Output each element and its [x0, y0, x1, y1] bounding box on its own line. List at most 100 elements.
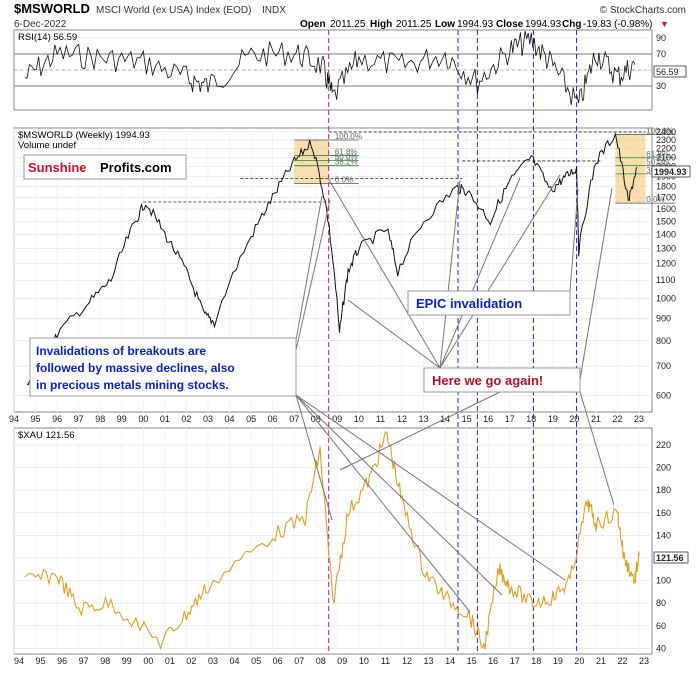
- x-tick-label: 97: [79, 656, 89, 666]
- x-tick-label: 97: [74, 414, 84, 424]
- callout-pointer-line: [579, 391, 615, 506]
- ohlc-close-label: Close: [496, 19, 524, 30]
- x-tick-label: 09: [332, 414, 342, 424]
- y-tick-label: 1300: [656, 243, 676, 253]
- x-tick-label: 98: [95, 414, 105, 424]
- x-tick-label: 99: [117, 414, 127, 424]
- rsi-last-value: 56.59: [656, 67, 679, 77]
- callout-pointer-line: [339, 391, 501, 471]
- callout-pointer-line: [295, 394, 566, 581]
- y-tick-label: 600: [656, 390, 671, 400]
- callout-pointer-line: [439, 179, 461, 369]
- y-tick-label: 2100: [656, 152, 676, 162]
- ohlc-low-label: Low: [435, 19, 455, 30]
- y-tick-label: 1600: [656, 204, 676, 214]
- here-again-box: [423, 367, 581, 393]
- x-tick-label: 23: [634, 414, 644, 424]
- ohlc-chg-label: Chg: [562, 19, 581, 30]
- fib-level-label: 61.8%: [335, 147, 358, 156]
- x-tick-label: 15: [467, 656, 477, 666]
- x-tick-label: 00: [138, 414, 148, 424]
- invalidations-box: [29, 337, 297, 397]
- x-tick-label: 98: [100, 656, 110, 666]
- x-tick-label: 04: [230, 656, 240, 666]
- x-tick-label: 94: [9, 414, 19, 424]
- x-tick-label: 15: [462, 414, 472, 424]
- chart-date: 6-Dec-2022: [14, 19, 67, 30]
- x-tick-label: 14: [445, 656, 455, 666]
- x-tick-label: 06: [268, 414, 278, 424]
- xau-panel-label: $XAU 121.56: [18, 430, 75, 441]
- y-tick-label: 160: [656, 508, 671, 518]
- callout-pointer-line: [569, 189, 579, 292]
- y-tick-label: 1000: [656, 293, 676, 303]
- invalidations-line-2: followed by massive declines, also: [36, 361, 235, 375]
- here-again-text: Here we go again!: [432, 373, 543, 388]
- brand-sunshine: Sunshine: [28, 160, 87, 175]
- y-tick-label: 100: [656, 576, 671, 586]
- x-tick-label: 02: [186, 656, 196, 666]
- fib-level-label: 100.0%: [335, 132, 362, 141]
- ohlc-open-label: Open: [300, 19, 326, 30]
- y-tick-label: 30: [656, 81, 666, 91]
- x-tick-label: 21: [596, 656, 606, 666]
- callout-pointer-line: [295, 394, 503, 596]
- x-tick-label: 17: [510, 656, 520, 666]
- x-tick-label: 12: [402, 656, 412, 666]
- y-tick-label: 2300: [656, 135, 676, 145]
- x-tick-label: 23: [639, 656, 649, 666]
- invalidations-line-3: in precious metals mining stocks.: [36, 378, 229, 392]
- price-last-badge: [651, 165, 691, 178]
- brand-profits: Profits.com: [100, 160, 172, 175]
- x-tick-label: 03: [208, 656, 218, 666]
- y-tick-label: 60: [656, 621, 666, 631]
- x-tick-label: 11: [381, 656, 390, 666]
- y-tick-label: 40: [656, 643, 666, 653]
- y-tick-label: 1400: [656, 229, 676, 239]
- x-tick-label: 18: [526, 414, 536, 424]
- xau-panel-frame: [13, 427, 653, 655]
- x-tick-label: 22: [618, 656, 628, 666]
- x-tick-label: 07: [294, 656, 304, 666]
- xau-price-line: [24, 430, 640, 651]
- x-tick-label: 96: [52, 414, 62, 424]
- y-tick-label: 2400: [656, 127, 676, 137]
- rsi-last-badge: [653, 65, 687, 78]
- x-tick-label: 95: [31, 414, 41, 424]
- x-tick-label: 02: [181, 414, 191, 424]
- fib-level-label: 38.2%: [335, 158, 358, 167]
- ohlc-low: 1994.93: [457, 19, 494, 30]
- x-tick-label: 13: [419, 414, 429, 424]
- y-tick-label: 800: [656, 336, 671, 346]
- callout-pointer-line: [295, 199, 331, 351]
- x-tick-label: 19: [548, 414, 558, 424]
- x-tick-label: 20: [569, 414, 579, 424]
- chg-down-arrow-icon: ▼: [660, 19, 669, 29]
- x-tick-label: 16: [488, 656, 498, 666]
- x-tick-label: 12: [397, 414, 407, 424]
- ohlc-close: 1994.93: [525, 19, 562, 30]
- x-tick-label: 19: [553, 656, 563, 666]
- epic-text: EPIC invalidation: [416, 296, 522, 311]
- ohlc-chg: -19.83 (-0.98%): [583, 19, 652, 30]
- y-tick-label: 1700: [656, 192, 676, 202]
- volume-label: Volume undef: [18, 140, 76, 151]
- fib-level-label: 50.0%: [335, 152, 358, 161]
- chart-symbol: $MSWORLD: [14, 1, 90, 16]
- x-tick-label: 10: [359, 656, 369, 666]
- y-tick-label: 1800: [656, 182, 676, 192]
- callout-pointer-line: [295, 394, 471, 613]
- x-tick-label: 11: [376, 414, 385, 424]
- xau-last-value: 121.56: [656, 553, 684, 563]
- xau-last-badge: [653, 551, 689, 564]
- x-tick-label: 95: [36, 656, 46, 666]
- x-tick-label: 20: [574, 656, 584, 666]
- x-tick-label: 01: [165, 656, 175, 666]
- fib-level-label: 100.0%: [646, 126, 673, 135]
- x-tick-label: 04: [225, 414, 235, 424]
- callout-pointer-line: [295, 394, 333, 521]
- callout-pointer-line: [579, 187, 613, 381]
- y-tick-label: 140: [656, 530, 671, 540]
- msworld-price-line: [26, 132, 638, 393]
- rsi-line: [24, 30, 636, 106]
